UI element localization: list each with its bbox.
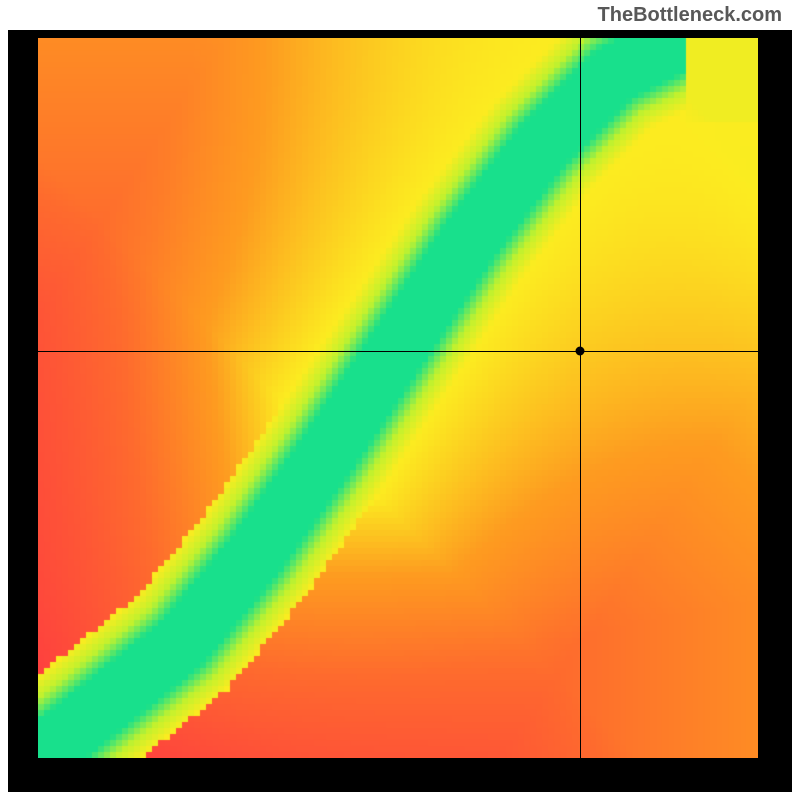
crosshair-horizontal [38, 351, 758, 352]
crosshair-vertical [580, 38, 581, 758]
attribution-text: TheBottleneck.com [598, 4, 782, 27]
chart-container: TheBottleneck.com [0, 0, 800, 800]
chart-plot-area [38, 38, 758, 758]
crosshair-marker [576, 347, 585, 356]
chart-outer-frame [8, 30, 792, 792]
heatmap-canvas [38, 38, 758, 758]
